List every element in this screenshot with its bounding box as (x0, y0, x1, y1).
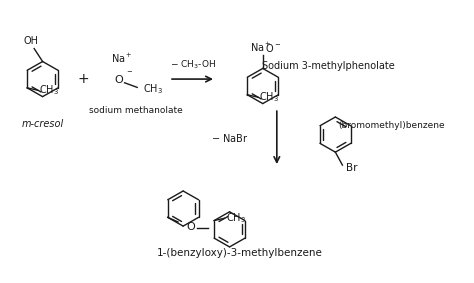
Text: O: O (115, 75, 123, 85)
Text: OH: OH (23, 36, 38, 46)
Text: O: O (187, 222, 195, 231)
Text: O$^-$: O$^-$ (265, 42, 281, 54)
Text: 1-(benzyloxy)-3-methylbenzene: 1-(benzyloxy)-3-methylbenzene (156, 248, 322, 258)
Text: Na$^+$: Na$^+$ (111, 52, 133, 65)
Text: sodium methanolate: sodium methanolate (90, 106, 183, 115)
Text: m-cresol: m-cresol (21, 119, 64, 129)
Text: Br: Br (346, 163, 357, 173)
Text: Na$^+$: Na$^+$ (250, 40, 271, 54)
Text: CH$_3$: CH$_3$ (39, 83, 59, 97)
Text: CH$_3$: CH$_3$ (226, 211, 246, 225)
Text: $-$ CH$_3$-OH: $-$ CH$_3$-OH (170, 59, 216, 71)
Text: $-$ NaBr: $-$ NaBr (211, 132, 248, 144)
Text: CH$_3$: CH$_3$ (143, 82, 164, 96)
Text: $^{-}$: $^{-}$ (126, 69, 133, 80)
Text: +: + (78, 72, 89, 86)
Text: (bromomethyl)benzene: (bromomethyl)benzene (338, 121, 445, 130)
Text: Sodium 3-methylphenolate: Sodium 3-methylphenolate (262, 61, 395, 71)
Text: CH$_3$: CH$_3$ (259, 90, 279, 104)
